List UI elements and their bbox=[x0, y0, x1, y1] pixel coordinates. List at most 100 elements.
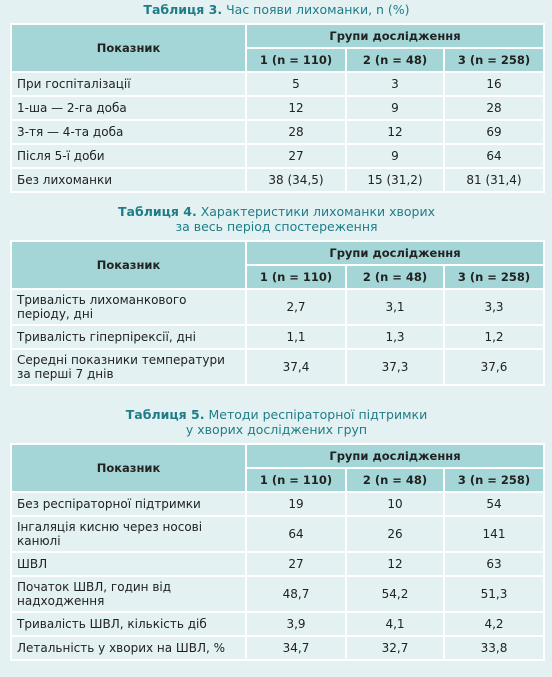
table-label: Таблиця 3. bbox=[143, 2, 223, 17]
value-cell: 51,3 bbox=[443, 575, 545, 613]
value-cell: 9 bbox=[345, 143, 445, 169]
header-cell: Групи дослідження bbox=[245, 443, 545, 469]
table: Показник Групи дослідження 1 (n = 110) 2 (n… bbox=[10, 240, 545, 386]
row-label: 1-ша — 2-га доба bbox=[10, 95, 247, 121]
header-cell: Групи дослідження bbox=[245, 240, 545, 266]
header-cell: Групи дослідження bbox=[245, 23, 545, 49]
value-cell: 37,6 bbox=[443, 348, 545, 386]
table-row: 3-тя — 4-та доба 28 12 69 bbox=[10, 119, 545, 145]
table-row: Інгаляція кисню через носові канюлі 64 26 1… bbox=[10, 515, 545, 553]
row-label: Початок ШВЛ, годин від надходження bbox=[10, 575, 247, 613]
value-cell: 32,7 bbox=[345, 635, 445, 661]
table-label: Таблиця 5. bbox=[125, 407, 205, 422]
value-cell: 33,8 bbox=[443, 635, 545, 661]
table-row: ШВЛ 27 12 63 bbox=[10, 551, 545, 577]
table-row: Тривалість лихоманкового періоду, дні 2,7… bbox=[10, 288, 545, 326]
row-label: При госпіталізації bbox=[10, 71, 247, 97]
table-caption: Методи респіраторної підтримки bbox=[208, 407, 428, 422]
value-cell: 38 (34,5) bbox=[245, 167, 347, 193]
row-label: Летальність у хворих на ШВЛ, % bbox=[10, 635, 247, 661]
table: Показник Групи дослідження 1 (n = 110) 2 (n… bbox=[10, 443, 545, 661]
header-cell: 2 (n = 48) bbox=[345, 467, 445, 493]
value-cell: 4,2 bbox=[443, 611, 545, 637]
table-row: Початок ШВЛ, годин від надходження 48,7 54… bbox=[10, 575, 545, 613]
header-cell: 1 (n = 110) bbox=[245, 467, 347, 493]
value-cell: 141 bbox=[443, 515, 545, 553]
table-section: Таблиця 3. Час появи лихоманки, n (%) Пок… bbox=[10, 2, 545, 193]
table-title: Таблиця 4. Характеристики лихоманки хвор… bbox=[10, 204, 543, 234]
value-cell: 2,7 bbox=[245, 288, 347, 326]
header-cell: Показник bbox=[10, 443, 247, 493]
value-cell: 3,9 bbox=[245, 611, 347, 637]
value-cell: 1,3 bbox=[345, 324, 445, 350]
value-cell: 9 bbox=[345, 95, 445, 121]
table-section: Таблиця 5. Методи респіраторної підтримк… bbox=[10, 407, 545, 661]
table-row: 1-ша — 2-га доба 12 9 28 bbox=[10, 95, 545, 121]
value-cell: 15 (31,2) bbox=[345, 167, 445, 193]
row-label: ШВЛ bbox=[10, 551, 247, 577]
value-cell: 12 bbox=[345, 119, 445, 145]
value-cell: 69 bbox=[443, 119, 545, 145]
table-caption: Характеристики лихоманки хворих bbox=[200, 204, 435, 219]
table-caption: Час появи лихоманки, n (%) bbox=[226, 2, 410, 17]
header-cell: 2 (n = 48) bbox=[345, 47, 445, 73]
table-title: Таблиця 3. Час появи лихоманки, n (%) bbox=[10, 2, 543, 17]
value-cell: 64 bbox=[443, 143, 545, 169]
row-label: Тривалість ШВЛ, кількість діб bbox=[10, 611, 247, 637]
value-cell: 34,7 bbox=[245, 635, 347, 661]
row-label: Без респіраторної підтримки bbox=[10, 491, 247, 517]
value-cell: 1,2 bbox=[443, 324, 545, 350]
value-cell: 16 bbox=[443, 71, 545, 97]
table-row: Тривалість гіперпірексії, дні 1,1 1,3 1,2 bbox=[10, 324, 545, 350]
table-row: Летальність у хворих на ШВЛ, % 34,7 32,7 33… bbox=[10, 635, 545, 661]
value-cell: 12 bbox=[245, 95, 347, 121]
value-cell: 12 bbox=[345, 551, 445, 577]
value-cell: 27 bbox=[245, 143, 347, 169]
row-label: 3-тя — 4-та доба bbox=[10, 119, 247, 145]
header-cell: 1 (n = 110) bbox=[245, 47, 347, 73]
header-cell: Показник bbox=[10, 240, 247, 290]
header-cell: 2 (n = 48) bbox=[345, 264, 445, 290]
value-cell: 19 bbox=[245, 491, 347, 517]
row-label: Інгаляція кисню через носові канюлі bbox=[10, 515, 247, 553]
row-label: Без лихоманки bbox=[10, 167, 247, 193]
table-row: При госпіталізації 5 3 16 bbox=[10, 71, 545, 97]
table-row: Без респіраторної підтримки 19 10 54 bbox=[10, 491, 545, 517]
value-cell: 27 bbox=[245, 551, 347, 577]
value-cell: 37,3 bbox=[345, 348, 445, 386]
value-cell: 26 bbox=[345, 515, 445, 553]
value-cell: 37,4 bbox=[245, 348, 347, 386]
value-cell: 28 bbox=[245, 119, 347, 145]
value-cell: 48,7 bbox=[245, 575, 347, 613]
header-cell: 3 (n = 258) bbox=[443, 264, 545, 290]
table-row: Після 5-ї доби 27 9 64 bbox=[10, 143, 545, 169]
value-cell: 81 (31,4) bbox=[443, 167, 545, 193]
header-cell: 1 (n = 110) bbox=[245, 264, 347, 290]
value-cell: 4,1 bbox=[345, 611, 445, 637]
row-label: Після 5-ї доби bbox=[10, 143, 247, 169]
table-caption: за весь період спостереження bbox=[175, 219, 378, 234]
table-row: Середні показники температури за перші 7… bbox=[10, 348, 545, 386]
value-cell: 3,3 bbox=[443, 288, 545, 326]
value-cell: 3 bbox=[345, 71, 445, 97]
header-row: Показник Групи дослідження bbox=[10, 23, 545, 73]
table-title: Таблиця 5. Методи респіраторної підтримк… bbox=[10, 407, 543, 437]
header-row: Показник Групи дослідження bbox=[10, 240, 545, 290]
value-cell: 1,1 bbox=[245, 324, 347, 350]
table-label: Таблиця 4. bbox=[118, 204, 197, 219]
value-cell: 64 bbox=[245, 515, 347, 553]
value-cell: 54 bbox=[443, 491, 545, 517]
table: Показник Групи дослідження 1 (n = 110) 2 (n… bbox=[10, 23, 545, 193]
value-cell: 28 bbox=[443, 95, 545, 121]
value-cell: 5 bbox=[245, 71, 347, 97]
table-row: Без лихоманки 38 (34,5) 15 (31,2) 81 (31,4) bbox=[10, 167, 545, 193]
value-cell: 3,1 bbox=[345, 288, 445, 326]
header-row: 1 (n = 110) 2 (n = 48) 3 (n = 258) bbox=[11, 467, 545, 493]
header-cell: Показник bbox=[10, 23, 247, 73]
row-label: Середні показники температури за перші 7… bbox=[10, 348, 247, 386]
table-caption: у хворих досліджених груп bbox=[185, 422, 368, 437]
header-row: 1 (n = 110) 2 (n = 48) 3 (n = 258) bbox=[11, 47, 545, 73]
header-row: 1 (n = 110) 2 (n = 48) 3 (n = 258) bbox=[11, 264, 545, 290]
row-label: Тривалість лихоманкового періоду, дні bbox=[10, 288, 247, 326]
